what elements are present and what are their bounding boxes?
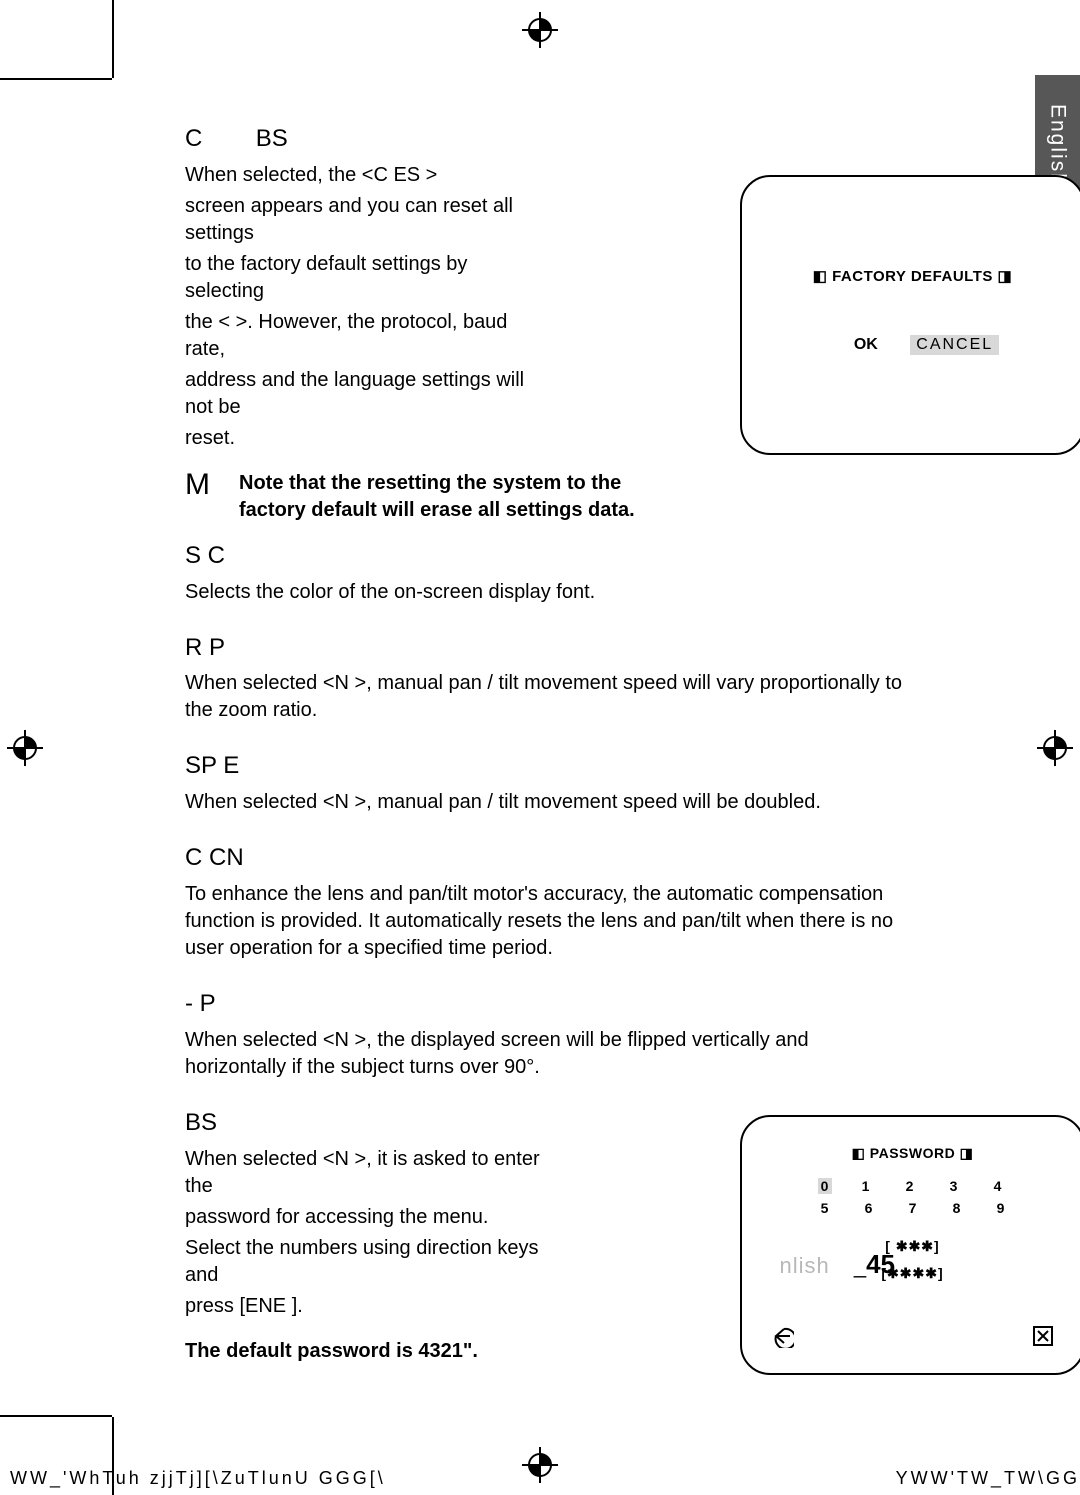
footer-code-right: YWW'TW_TW\GG [896,1468,1080,1489]
note-line: Note that the resetting the system to th… [239,470,635,497]
page-label: nlish [779,1253,829,1278]
section-body-ccn: To enhance the lens and pan/tilt motor's… [185,881,905,962]
note-block: M Note that the resetting the system to … [185,470,905,524]
digit-button[interactable]: 6 [862,1200,876,1216]
crop-mark [0,78,112,80]
footer-code-left: WW_'WhTuh zjjTj][\ZuTlunU GGG[\ [10,1468,386,1489]
page-number: nlish _45 [779,1249,895,1280]
section-title-sc: S C [185,542,905,571]
section-body-fp: When selected <N >, the displayed screen… [185,1027,905,1081]
digit-button[interactable]: 2 [903,1178,917,1194]
dialog-title: ◧ PASSWORD ◨ [742,1145,1080,1162]
body-line: to the factory default settings by selec… [185,251,545,305]
digit-button[interactable]: 8 [950,1200,964,1216]
body-line: screen appears and you can reset all set… [185,193,545,247]
digit-button[interactable]: 5 [818,1200,832,1216]
digit-button[interactable]: 3 [947,1178,961,1194]
crop-mark [0,1415,112,1417]
registration-mark-icon [520,1445,560,1485]
body-line: password for accessing the menu. [185,1204,545,1231]
digit-button[interactable]: 9 [994,1200,1008,1216]
body-line: the < >. However, the protocol, baud rat… [185,309,545,363]
body-line: When selected <N >, it is asked to enter… [185,1146,545,1200]
digit-button[interactable]: 0 [818,1178,832,1194]
title-part: BS [256,125,288,152]
note-text: Note that the resetting the system to th… [239,470,635,524]
close-icon[interactable] [1031,1324,1055,1353]
body-line: address and the language settings will n… [185,367,545,421]
body-line: Select the numbers using direction keys … [185,1235,545,1289]
section-title-ccn: C CN [185,844,905,873]
note-mark: M [185,470,211,524]
section-body-factory: When selected, the <C ES > screen appear… [185,162,545,452]
page-num-value: 45 [866,1249,895,1279]
digit-button[interactable]: 7 [906,1200,920,1216]
title-part: C [185,125,202,152]
number-row: 5 6 7 8 9 [818,1200,1008,1216]
body-line: reset. [185,425,545,452]
section-title-factory: C BS [185,125,905,154]
password-dialog: ◧ PASSWORD ◨ 0 1 2 3 4 5 6 7 8 9 [740,1115,1080,1375]
body-line: press [ENE ]. [185,1293,545,1320]
digit-button[interactable]: 1 [859,1178,873,1194]
note-line: factory default will erase all settings … [239,497,635,524]
number-pad: 0 1 2 3 4 5 6 7 8 9 [742,1178,1080,1216]
page-content: C BS When selected, the <C ES > screen a… [185,125,905,1365]
section-title-fp: - P [185,990,905,1019]
cancel-button[interactable]: CANCEL [910,335,999,355]
number-row: 0 1 2 3 4 [821,1178,1005,1194]
section-title-spe: SP E [185,752,905,781]
section-title-rp: R P [185,634,905,663]
crop-mark [112,0,114,78]
back-icon[interactable] [770,1324,794,1353]
section-body-bs: When selected <N >, it is asked to enter… [185,1146,545,1320]
language-tab-label: English [1046,104,1070,187]
factory-defaults-dialog: ◧ FACTORY DEFAULTS ◨ OK CANCEL [740,175,1080,455]
section-body-spe: When selected <N >, manual pan / tilt mo… [185,789,905,816]
section-body-sc: Selects the color of the on-screen displ… [185,579,905,606]
page-num-prefix: _ [854,1253,866,1278]
digit-button[interactable]: 4 [991,1178,1005,1194]
registration-mark-icon [5,728,45,768]
dialog-title: ◧ FACTORY DEFAULTS ◨ [742,267,1080,285]
body-line: When selected, the <C ES > [185,162,545,189]
registration-mark-icon [1035,728,1075,768]
registration-mark-icon [520,10,560,50]
section-body-rp: When selected <N >, manual pan / tilt mo… [185,670,905,724]
ok-button[interactable]: OK [826,336,906,354]
